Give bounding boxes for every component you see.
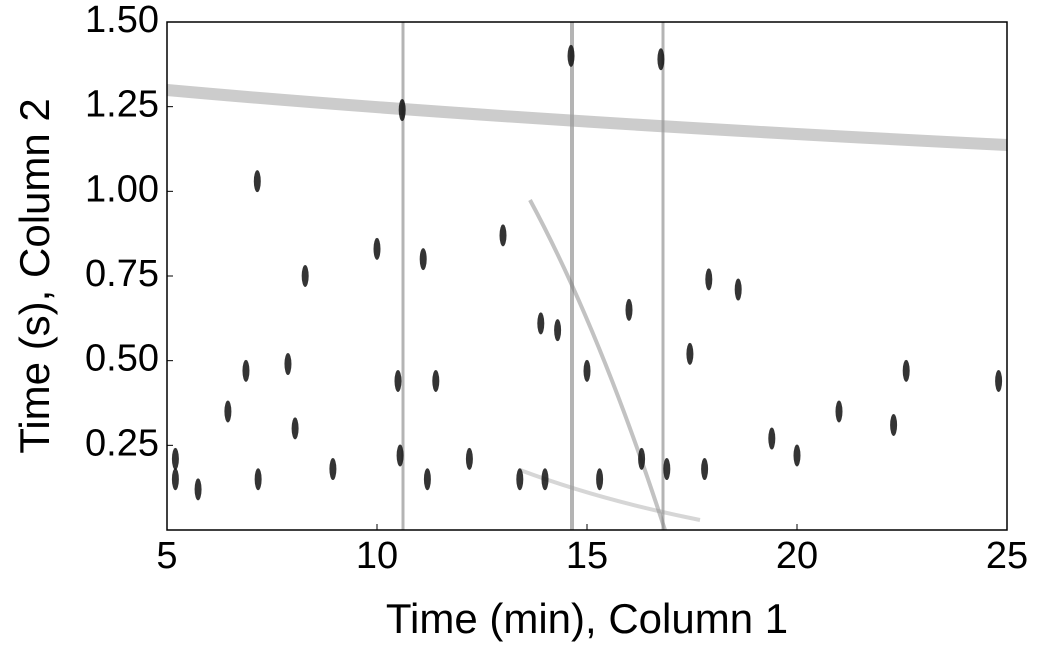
peak	[419, 248, 427, 271]
trace	[519, 468, 701, 522]
peak	[224, 400, 232, 423]
peak	[465, 447, 473, 470]
trace	[166, 84, 1008, 151]
peak	[686, 342, 694, 365]
peak	[329, 458, 337, 481]
peak	[705, 268, 713, 291]
peak	[583, 359, 591, 382]
y-tick-label: 0.75	[85, 253, 159, 295]
peak	[567, 44, 575, 67]
peak	[423, 468, 431, 491]
peak	[663, 458, 671, 481]
peak	[171, 447, 179, 470]
peak	[902, 359, 910, 382]
peak	[734, 278, 742, 301]
peak	[638, 447, 646, 470]
y-tick-label: 0.25	[85, 422, 159, 464]
peak	[537, 312, 545, 335]
peak	[432, 369, 440, 392]
background-traces	[166, 22, 1008, 531]
peak	[284, 353, 292, 376]
peak	[398, 99, 406, 122]
peak	[301, 265, 309, 287]
peak	[242, 359, 250, 382]
peak	[254, 468, 262, 491]
peak	[596, 468, 604, 491]
peak	[995, 369, 1003, 392]
peak	[194, 478, 202, 501]
peak	[541, 468, 549, 491]
y-tick-label: 0.50	[85, 338, 159, 380]
peak	[657, 48, 665, 71]
x-tick-label: 5	[156, 535, 177, 577]
peak	[499, 224, 507, 247]
peak	[373, 237, 381, 260]
peak	[394, 369, 402, 392]
peak	[253, 170, 261, 193]
peak	[516, 468, 524, 491]
peak	[291, 417, 299, 440]
peak	[768, 427, 776, 450]
trace	[528, 199, 667, 531]
peak	[171, 468, 179, 491]
peak	[793, 444, 801, 467]
peak	[554, 319, 562, 342]
x-tick-label: 20	[776, 535, 818, 577]
x-tick-label: 15	[566, 535, 608, 577]
x-tick-label: 25	[986, 535, 1028, 577]
x-axis-title: Time (min), Column 1	[386, 595, 788, 642]
y-tick-label: 1.25	[85, 84, 159, 126]
peak	[625, 298, 633, 321]
y-tick-label: 1.50	[85, 0, 159, 41]
peak	[835, 400, 843, 423]
peak	[396, 444, 404, 467]
y-tick-label: 1.00	[85, 168, 159, 210]
x-tick-label: 10	[356, 535, 398, 577]
peak	[701, 458, 709, 481]
peak	[890, 414, 898, 437]
y-axis-title: Time (s), Column 2	[11, 98, 58, 454]
